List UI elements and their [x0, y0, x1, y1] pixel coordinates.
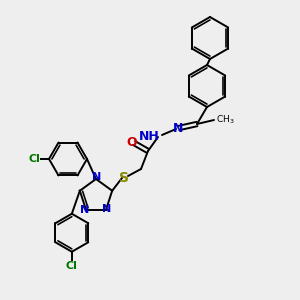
Text: N: N — [173, 122, 183, 134]
Text: N: N — [102, 204, 112, 214]
Text: Cl: Cl — [28, 154, 40, 164]
Text: NH: NH — [139, 130, 160, 142]
Text: $\mathregular{CH_3}$: $\mathregular{CH_3}$ — [216, 114, 235, 126]
Text: Cl: Cl — [66, 261, 78, 271]
Text: O: O — [127, 136, 137, 148]
Text: N: N — [80, 205, 90, 215]
Text: S: S — [119, 171, 129, 185]
Text: N: N — [92, 172, 102, 182]
